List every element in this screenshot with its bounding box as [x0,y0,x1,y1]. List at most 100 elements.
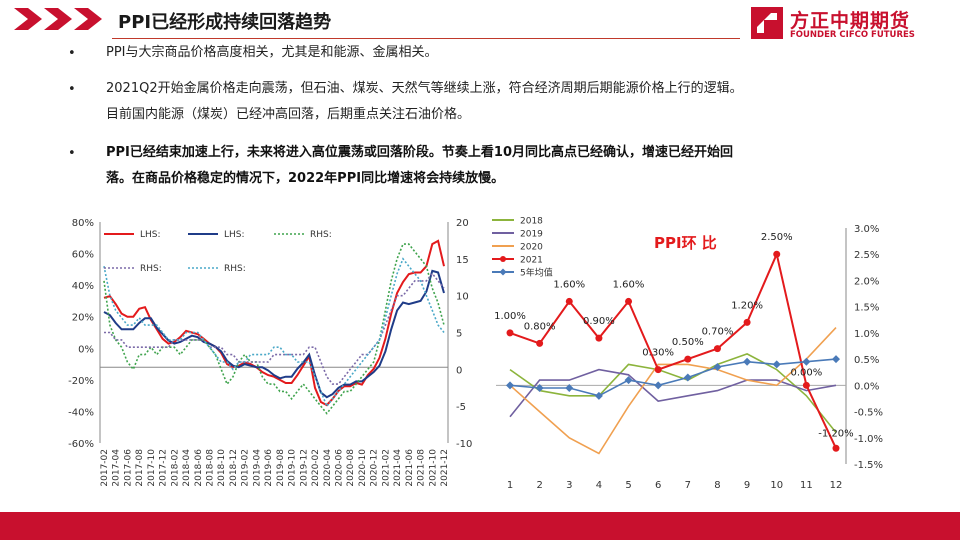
bullet-3-marker: • [68,146,76,161]
header-chevron-icon [14,8,102,30]
series-line-5年均值 [509,358,837,397]
x-tick-label: 1 [507,480,513,491]
x-tick-label: 2021-02 [381,449,391,487]
left-y-tick-label: -60% [68,439,94,450]
x-tick-label: 2019-04 [252,449,262,487]
footer-divider [0,506,960,512]
y-tick-label: -1.5% [854,460,883,471]
data-label-2021: -1.20% [818,428,853,439]
x-tick-label: 2021-04 [393,449,403,487]
x-tick-label: 4 [596,480,602,491]
left-y-tick-label: 20% [72,313,94,324]
legend-label-3: RHS: [310,230,332,240]
data-point-avg [772,360,781,369]
legend-label-4: RHS: [140,264,162,274]
x-tick-label: 2021-06 [405,449,415,487]
x-tick-label: 2018-08 [206,449,216,487]
x-tick-label: 6 [655,480,661,491]
x-tick-label: 2017-06 [123,449,133,487]
legend-label-5: RHS: [224,264,246,274]
x-tick-label: 2020-08 [346,449,356,487]
x-tick-label: 2019-02 [241,449,251,487]
left-y-tick-label: -20% [68,376,94,387]
data-point-avg [713,362,722,371]
series-line-2 [103,269,445,399]
right-y-tick-label: 5 [456,329,462,340]
x-tick-label: 2019-06 [264,449,274,487]
x-tick-label: 10 [770,480,783,491]
logo-text-en: FOUNDER CIFCO FUTURES [790,30,915,40]
y-tick-label: 0.5% [854,355,879,366]
x-tick-label: 2018-04 [182,449,192,487]
data-point-avg [832,355,840,364]
x-tick-label: 2017-04 [112,449,122,487]
data-point-2021 [654,366,662,374]
data-point-avg [802,357,811,366]
data-label-2021: 0.30% [642,348,674,359]
data-label-2021: 1.00% [494,311,526,322]
data-label-2021: 0.70% [702,327,734,338]
y-tick-label: 0.0% [854,381,879,392]
data-label-2021: 0.80% [524,321,556,332]
bullet-2-line-2: 目前国内能源（煤炭）已经冲高回落，后期重点关注石油价格。 [106,107,471,122]
left-y-tick-label: 0% [78,344,94,355]
data-point-2021 [713,345,721,353]
data-point-avg [654,381,663,390]
data-label-2021: 0.50% [672,337,704,348]
x-tick-label: 2020-02 [311,449,321,487]
data-point-2021 [802,381,810,389]
ppi-mom-line-chart: 3.0%2.5%2.0%1.5%1.0%0.5%0.0%-0.5%-1.0%-1… [492,217,883,491]
x-tick-label: 2018-02 [170,449,180,487]
bullet-1-line-1: PPI与大宗商品价格高度相关，尤其是和能源、金属相关。 [106,45,438,60]
x-tick-label: 2019-12 [299,449,309,487]
data-point-avg [594,391,603,400]
legend-label-1: LHS: [140,230,161,240]
page-title: PPI已经形成持续回落趋势 [118,12,332,33]
left-y-tick-label: 80% [72,218,94,229]
x-tick-label: 2019-10 [288,449,298,487]
series-line-5 [103,257,445,408]
bullet-2-text: 2021Q2开始金属价格走向震荡，但石油、煤炭、天然气等继续上涨，符合经济周期后… [106,76,906,128]
x-tick-label: 2020-06 [334,449,344,487]
data-point-2021 [684,355,692,363]
bullet-1-text: PPI与大宗商品价格高度相关，尤其是和能源、金属相关。 [106,40,906,66]
data-point-2021 [773,250,781,258]
right-y-tick-label: 0 [456,365,462,376]
y-tick-label: -1.0% [854,434,883,445]
x-tick-label: 11 [800,480,813,491]
right-y-tick-label: 15 [456,255,469,266]
data-point-avg [743,357,752,366]
data-label-2021: 0.00% [790,367,822,378]
data-point-2021 [565,297,573,305]
chart-title: PPI环 比 [654,234,717,252]
data-point-2021 [506,329,514,337]
data-label-2021: 1.20% [731,300,763,311]
x-tick-label: 2 [536,480,542,491]
legend-label-2018: 2018 [520,217,543,227]
data-label-2021: 1.60% [613,279,645,290]
y-tick-label: -0.5% [854,408,883,419]
x-tick-label: 3 [566,480,572,491]
ppi-commodity-line-chart: 80% 60% 40% 20% 0% -20% -40% -60% 20 15 10 5 0 -5 -10 2… [68,218,472,487]
x-tick-label: 2020-04 [323,449,333,487]
bullet-3-line-2: 落。在商品价格稳定的情况下，2022年PPI同比增速将会持续放慢。 [106,171,505,186]
legend-label-2: LHS: [224,230,245,240]
legend-marker-avg [499,268,507,276]
data-label-2021: 1.60% [553,279,585,290]
footer-bar [0,512,960,540]
x-tick-label: 7 [685,480,691,491]
legend-label-2021: 2021 [520,256,543,266]
y-tick-label: 2.0% [854,276,879,287]
data-point-2021 [625,297,633,305]
x-tick-label: 2019-08 [276,449,286,487]
left-y-tick-label: -40% [68,407,94,418]
x-tick-label: 2017-10 [147,449,157,487]
x-tick-label: 2017-12 [159,449,169,487]
x-tick-label: 2020-10 [358,449,368,487]
series-line-3 [103,243,445,415]
legend-label-2020: 2020 [520,243,543,253]
data-point-2021 [743,318,751,326]
data-point-avg [624,376,633,385]
left-y-tick-label: 60% [72,250,94,261]
data-point-2021 [536,339,544,347]
